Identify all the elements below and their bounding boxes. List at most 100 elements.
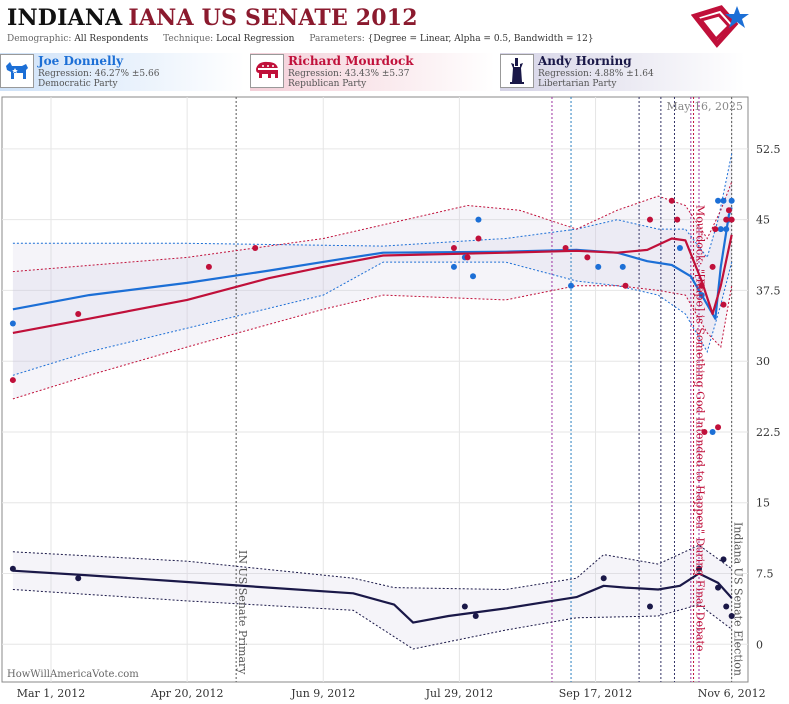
candidate-card-libertarian[interactable]: Andy Horning Regression: 4.88% ±1.64 Lib… [500, 53, 745, 91]
data-point [720, 301, 727, 308]
upper-bound-line [12, 544, 732, 591]
data-point [252, 244, 259, 251]
data-point [709, 428, 716, 435]
data-point [668, 197, 675, 204]
data-point [715, 424, 722, 431]
data-point [646, 216, 653, 223]
liberty-icon [500, 54, 534, 88]
x-tick-label: Jul 29, 2012 [425, 687, 494, 700]
y-tick-label: 15 [756, 497, 770, 510]
parameters-line: Demographic: All Respondents Technique: … [7, 34, 606, 44]
candidate-name: Joe Donnelly [38, 54, 124, 68]
data-point [562, 244, 569, 251]
y-tick-label: 0 [756, 638, 763, 651]
candidate-party: Libertarian Party [538, 79, 617, 89]
data-point [695, 565, 702, 572]
elephant-icon [250, 54, 284, 88]
date-stamp: May 16, 2025 [666, 100, 743, 113]
data-point [698, 292, 705, 299]
data-point [728, 612, 735, 619]
x-tick-label: Mar 1, 2012 [17, 687, 86, 700]
data-point [619, 263, 626, 270]
data-point [470, 273, 477, 280]
lower-bound-line [12, 261, 733, 376]
event-label: Mourdock: "[Rape] is Something God Inten… [694, 205, 707, 651]
y-tick-label: 37.5 [756, 284, 781, 297]
data-point [461, 603, 468, 610]
trend-line [12, 569, 733, 624]
data-point [475, 216, 482, 223]
data-point [646, 603, 653, 610]
candidate-party: Democratic Party [38, 79, 118, 89]
data-point [676, 244, 683, 251]
confidence-band [12, 545, 732, 649]
demographic-label: Demographic: [7, 34, 72, 44]
candidate-regression: Regression: 46.27% ±5.66 [38, 69, 160, 79]
y-tick-label: 45 [756, 214, 770, 227]
candidate-regression: Regression: 43.43% ±5.37 [288, 69, 410, 79]
event-label: IN US Senate Primary [236, 550, 249, 675]
data-point [698, 282, 705, 289]
candidate-name: Andy Horning [538, 54, 632, 68]
technique-value: Local Regression [216, 34, 295, 44]
lower-bound-line [12, 589, 733, 650]
event-label: Indiana US Senate Election [732, 522, 745, 676]
data-point [75, 311, 82, 318]
demographic-value: All Respondents [74, 34, 149, 44]
confidence-band [12, 181, 732, 399]
donkey-icon [0, 54, 34, 88]
parameters-value: {Degree = Linear, Alpha = 0.5, Bandwidth… [367, 34, 594, 44]
site-logo-icon[interactable] [691, 4, 751, 50]
data-point [9, 320, 16, 327]
data-point [728, 197, 735, 204]
data-point [9, 565, 16, 572]
upper-bound-line [12, 181, 733, 273]
data-point [723, 216, 730, 223]
data-point [720, 556, 727, 563]
y-tick-label: 30 [756, 355, 770, 368]
header: INDIANA IANA US SENATE 2012 Demographic: … [0, 0, 789, 52]
plot-frame [1, 96, 749, 683]
data-point [472, 612, 479, 619]
trend-line [12, 234, 733, 334]
technique-label: Technique: [163, 34, 214, 44]
upper-bound-line [12, 153, 733, 259]
data-point [9, 377, 16, 384]
data-point [701, 428, 708, 435]
data-point [723, 226, 730, 233]
data-point [450, 263, 457, 270]
data-point [715, 197, 722, 204]
data-point [464, 254, 471, 261]
data-point [622, 282, 629, 289]
data-point [674, 216, 681, 223]
x-tick-label: Apr 20, 2012 [150, 687, 224, 700]
candidate-card-democrat[interactable]: Joe Donnelly Regression: 46.27% ±5.66 De… [0, 53, 245, 91]
data-point [595, 263, 602, 270]
candidate-card-republican[interactable]: Richard Mourdock Regression: 43.43% ±5.3… [250, 53, 495, 91]
candidate-name: Richard Mourdock [288, 54, 414, 68]
data-point [205, 263, 212, 270]
lower-bound-line [12, 285, 733, 400]
data-point [709, 263, 716, 270]
x-tick-label: Sep 17, 2012 [559, 687, 633, 700]
y-tick-label: 52.5 [756, 143, 781, 156]
confidence-band [12, 153, 732, 376]
data-point [584, 254, 591, 261]
data-point [723, 603, 730, 610]
data-point [715, 584, 722, 591]
x-tick-label: Nov 6, 2012 [698, 687, 766, 700]
data-point [568, 282, 575, 289]
data-point [475, 235, 482, 242]
data-point [725, 207, 732, 214]
data-point [600, 575, 607, 582]
watermark: HowWillAmericaVote.com [7, 669, 139, 680]
data-point [712, 226, 719, 233]
x-tick-label: Jun 9, 2012 [290, 687, 355, 700]
data-point [450, 244, 457, 251]
candidate-regression: Regression: 4.88% ±1.64 [538, 69, 654, 79]
parameters-label: Parameters: [309, 34, 365, 44]
candidate-party: Republican Party [288, 79, 367, 89]
y-tick-label: 7.5 [756, 567, 774, 580]
data-point [728, 216, 735, 223]
race-name: IANA US SENATE 2012 [128, 5, 418, 31]
